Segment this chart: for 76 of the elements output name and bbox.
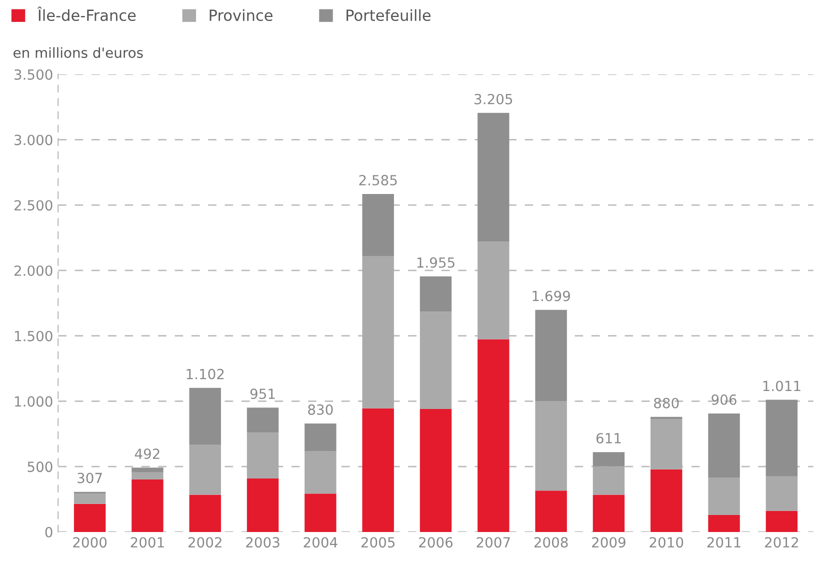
bar: [766, 476, 798, 511]
bar: [592, 452, 625, 466]
legend-label: Portefeuille: [346, 9, 431, 22]
x-tick-label: 2009: [592, 537, 626, 548]
total-label: 3.205: [474, 94, 512, 104]
total-label: 1.011: [763, 380, 800, 392]
bar: [708, 514, 740, 532]
total-label: 1.955: [417, 257, 454, 268]
bar: [362, 194, 394, 256]
y-tick-label: 0: [45, 526, 52, 538]
bar: [478, 112, 510, 242]
bar: [592, 494, 625, 532]
bar: [535, 400, 567, 491]
bar: [420, 409, 452, 532]
total-label: 2.585: [359, 174, 397, 186]
legend-label: Province: [210, 9, 272, 22]
y-tick-label: 2.500: [14, 200, 52, 211]
bar: [74, 504, 106, 532]
y-tick-label: 3.500: [14, 69, 52, 80]
x-tick-label: 2006: [419, 537, 453, 548]
bar: [362, 256, 394, 408]
y-axis-title: en millions d'euros: [14, 47, 143, 58]
bar: [478, 242, 510, 340]
bar: [304, 451, 336, 494]
bar: [650, 416, 682, 420]
y-tick-label: 500: [28, 462, 52, 472]
bar: [766, 510, 798, 532]
bar: [478, 339, 510, 532]
bar: [708, 414, 740, 478]
total-label: 1.699: [532, 290, 570, 302]
total-label: 880: [654, 398, 679, 408]
bar: [246, 408, 279, 433]
x-tick-label: 2005: [361, 537, 395, 548]
x-tick-label: 2008: [534, 537, 568, 548]
x-tick-label: 2012: [765, 537, 798, 548]
bar: [650, 419, 682, 470]
bar: [650, 469, 682, 532]
bar: [132, 468, 164, 472]
x-tick-label: 2003: [246, 537, 280, 548]
y-tick-label: 2.000: [14, 265, 52, 276]
bar: [189, 494, 221, 532]
x-tick-label: 2007: [476, 537, 510, 548]
y-tick-label: 1.500: [15, 330, 52, 342]
bar: [592, 466, 625, 495]
total-label: 830: [308, 404, 333, 415]
x-tick-label: 2011: [707, 537, 740, 548]
bar: [766, 400, 798, 476]
bar: [535, 310, 567, 401]
bar: [535, 490, 567, 532]
bar: [132, 480, 164, 532]
bar: [74, 494, 106, 504]
x-tick-label: 2000: [73, 537, 107, 548]
bar: [304, 423, 336, 452]
y-tick-label: 3.000: [14, 134, 52, 146]
x-tick-label: 2001: [130, 537, 164, 548]
x-tick-label: 2010: [650, 537, 684, 548]
x-tick-label: 2002: [188, 537, 222, 548]
bar: [246, 432, 279, 478]
bar: [420, 276, 452, 312]
bar: [189, 444, 221, 495]
bar: [708, 477, 740, 515]
bar: [420, 312, 452, 410]
x-tick-label: 2004: [304, 537, 338, 548]
total-label: 1.102: [186, 368, 224, 380]
legend-label: Île-de-France: [37, 6, 136, 22]
bar: [362, 408, 394, 532]
bar: [304, 494, 336, 532]
total-label: 906: [712, 394, 736, 405]
bar: [246, 478, 279, 532]
total-label: 951: [250, 388, 275, 400]
y-tick-label: 1.000: [15, 396, 52, 407]
total-label: 611: [596, 432, 621, 444]
bar: [189, 388, 221, 445]
bar: [132, 472, 164, 480]
total-label: 307: [78, 472, 102, 484]
total-label: 492: [134, 448, 160, 460]
